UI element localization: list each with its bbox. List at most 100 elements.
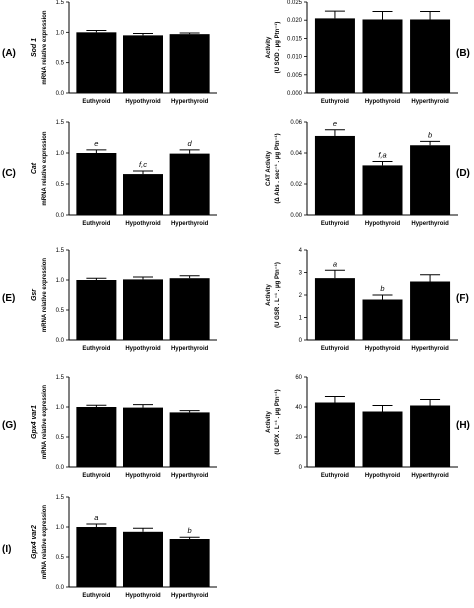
panel-letter: (F) [456, 293, 469, 304]
y-axis-label: Activity [266, 36, 272, 58]
y-tick-label: 0.010 [287, 55, 303, 61]
bar [169, 539, 210, 587]
y-axis-unit-label: (U GSR . L⁻¹ . μg Ptn⁻¹) [274, 262, 281, 328]
x-tick-label: Hypothyroid [125, 99, 161, 105]
bar [169, 153, 210, 215]
y-tick-label: 1.5 [56, 0, 65, 6]
x-tick-label: Euthyroid [82, 346, 110, 352]
y-tick-label: 0.06 [290, 120, 302, 126]
significance-label: b [380, 284, 384, 293]
x-tick-label: Euthyroid [321, 473, 349, 479]
x-tick-label: Euthyroid [82, 221, 110, 227]
y-tick-label: 0.005 [287, 73, 303, 79]
x-tick-label: Euthyroid [321, 346, 349, 352]
y-tick-label: 0.0 [56, 465, 65, 471]
y-tick-label: 3 [299, 271, 303, 277]
y-tick-label: 0.5 [56, 435, 65, 441]
y-tick-label: 20 [295, 435, 302, 441]
panel-letter: (C) [2, 168, 16, 179]
x-tick-label: Hyperthyroid [171, 473, 209, 479]
significance-label: d [188, 139, 193, 148]
x-tick-label: Hyperthyroid [171, 221, 209, 227]
x-tick-label: Euthyroid [321, 99, 349, 105]
x-tick-label: Euthyroid [82, 473, 110, 479]
bar [362, 19, 403, 93]
y-axis-label: CAT Activity [266, 150, 272, 186]
y-tick-label: 2 [299, 293, 303, 299]
x-tick-label: Hypothyroid [125, 221, 161, 227]
bar [314, 135, 355, 215]
y-axis-unit-label: (U GPX . L⁻¹ . μg Ptn⁻¹) [274, 389, 281, 454]
y-tick-label: 0.02 [290, 182, 302, 188]
y-axis-label: mRNA relative expression [42, 131, 48, 205]
bar [410, 19, 451, 93]
x-tick-label: Hypothyroid [125, 473, 161, 479]
bar [123, 279, 163, 340]
significance-label: a [94, 513, 98, 522]
y-tick-label: 0.0 [56, 585, 65, 591]
bar [410, 145, 451, 215]
chart-panel: 0.0 0.5 1.0 1.5 Euthyroid Hypothyroid Hyperthy… [2, 248, 217, 352]
bar [169, 278, 210, 340]
bar [76, 407, 117, 467]
bar [362, 299, 403, 340]
x-tick-label: Hyperthyroid [411, 221, 449, 227]
x-tick-label: Hyperthyroid [171, 99, 209, 105]
panel-letter: (D) [456, 168, 470, 179]
chart-panel: 0.000 0.005 0.010 0.015 0.020 0.025 Euthyroid H… [266, 0, 470, 105]
y-axis-label: mRNA relative expression [42, 505, 48, 579]
chart-panel: 0 1 2 3 4 Euthyroid a Hypothyroid b Hyperthyroid A… [266, 248, 469, 352]
y-tick-label: 0.0 [56, 91, 65, 97]
bar [76, 32, 117, 93]
panel-letter: (A) [2, 48, 16, 59]
x-tick-label: Euthyroid [82, 593, 110, 599]
y-tick-label: 1.0 [56, 151, 65, 157]
gene-name: Cat [31, 162, 38, 174]
chart-panel: 0.0 0.5 1.0 1.5 Euthyroid a Hypothyroid Hyperth… [2, 495, 217, 599]
y-tick-label: 0.0 [56, 213, 65, 219]
y-tick-label: 0.0 [56, 338, 65, 344]
bar [314, 278, 355, 340]
y-tick-label: 4 [299, 248, 303, 254]
x-tick-label: Hyperthyroid [171, 593, 209, 599]
bar [314, 18, 355, 94]
y-tick-label: 0 [299, 338, 303, 344]
bar [410, 281, 451, 340]
x-tick-label: Hypothyroid [365, 99, 401, 105]
significance-label: e [94, 139, 98, 148]
x-tick-label: Hyperthyroid [411, 346, 449, 352]
gene-name: Gpx4 var2 [31, 525, 38, 559]
y-axis-label: mRNA relative expression [42, 385, 48, 459]
y-axis-label: mRNA relative expression [42, 10, 48, 84]
panel-letter: (H) [456, 420, 470, 431]
y-tick-label: 0.5 [56, 555, 65, 561]
y-tick-label: 0.015 [287, 36, 303, 42]
y-tick-label: 1.5 [56, 120, 65, 126]
significance-label: f,a [378, 151, 386, 160]
bar [123, 35, 163, 93]
bar [169, 34, 210, 93]
x-tick-label: Hypothyroid [365, 473, 401, 479]
chart-panel: 0.0 0.5 1.0 1.5 Euthyroid Hypothyroid Hyperthy… [2, 0, 217, 105]
y-axis-unit-label: (U SOD . μg Ptn⁻¹) [274, 22, 281, 74]
y-tick-label: 40 [295, 405, 302, 411]
panel-letter: (E) [2, 293, 15, 304]
y-tick-label: 1.5 [56, 248, 65, 254]
bar [410, 405, 451, 467]
x-tick-label: Hypothyroid [125, 346, 161, 352]
bar [169, 412, 210, 467]
y-tick-label: 0.00 [290, 213, 302, 219]
gene-name: Sod 1 [31, 38, 38, 57]
y-tick-label: 0.000 [287, 91, 303, 97]
significance-label: a [333, 259, 337, 268]
x-tick-label: Euthyroid [321, 221, 349, 227]
bar [123, 407, 163, 467]
y-tick-label: 1.5 [56, 495, 65, 501]
chart-panel: 0 20 40 60 Euthyroid Hypothyroid Hyperthyroid A… [266, 375, 470, 479]
panel-letter: (I) [2, 544, 11, 555]
y-axis-label: Activity [266, 284, 272, 306]
y-tick-label: 0.025 [287, 0, 303, 6]
panel-letter: (G) [2, 420, 16, 431]
bar [362, 165, 403, 215]
